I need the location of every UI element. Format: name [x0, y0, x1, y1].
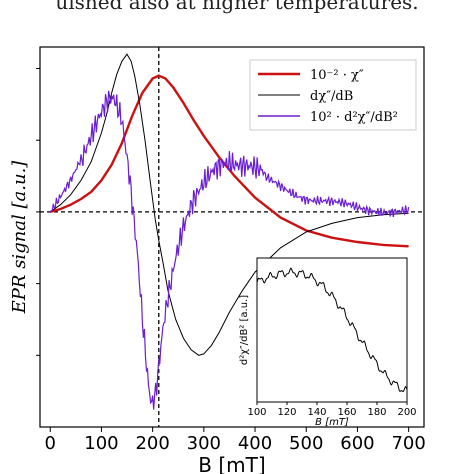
x-tick-label: 700: [391, 433, 425, 454]
susceptibility-series: [49, 74, 409, 248]
x-tick-label: 500: [289, 433, 323, 454]
x-tick-label: 200: [135, 433, 169, 454]
legend-label-d2chi: 10² · d²χ″/dB²: [310, 110, 398, 125]
inset-x-tick-label: 140: [307, 407, 326, 418]
inset-second-derivative-series: [256, 267, 408, 393]
x-tick-label: 100: [84, 433, 118, 454]
inset-chart: 100 120 140 160 180 200 B [mT] d²χ″/dB² [a.u.…: [239, 257, 417, 428]
main-chart: 0 100 200 300 400 500 600 700 B [mT] EPR signal…: [9, 46, 426, 474]
inset-x-tick-label: 160: [337, 407, 356, 418]
inset-y-axis-label: d²χ″/dB² [a.u.]: [239, 295, 250, 365]
legend: 10⁻² · χ″ dχ″/dB 10² · d²χ″/dB²: [249, 59, 417, 131]
inset-x-tick-label: 120: [277, 407, 296, 418]
inset-x-tick-label: 200: [397, 407, 416, 418]
main-x-axis-label: B [mT]: [198, 453, 265, 474]
main-y-axis-label: EPR signal [a.u.]: [9, 160, 30, 315]
inset-x-tick-label: 180: [367, 407, 386, 418]
legend-label-chi: 10⁻² · χ″: [310, 68, 364, 83]
x-tick-label: 0: [45, 433, 56, 454]
second-derivative-series: [49, 90, 410, 410]
caption-text: uished also at higher temperatures.: [55, 0, 419, 14]
inset-plot-frame: [256, 257, 408, 403]
legend-label-dchi: dχ″/dB: [310, 89, 353, 104]
x-tick-label: 300: [187, 433, 221, 454]
x-tick-label: 400: [238, 433, 272, 454]
main-plot-frame: [39, 46, 425, 428]
inset-x-axis-label: B [mT]: [315, 417, 349, 428]
inset-x-tick-label: 100: [247, 407, 266, 418]
x-tick-label: 600: [340, 433, 374, 454]
